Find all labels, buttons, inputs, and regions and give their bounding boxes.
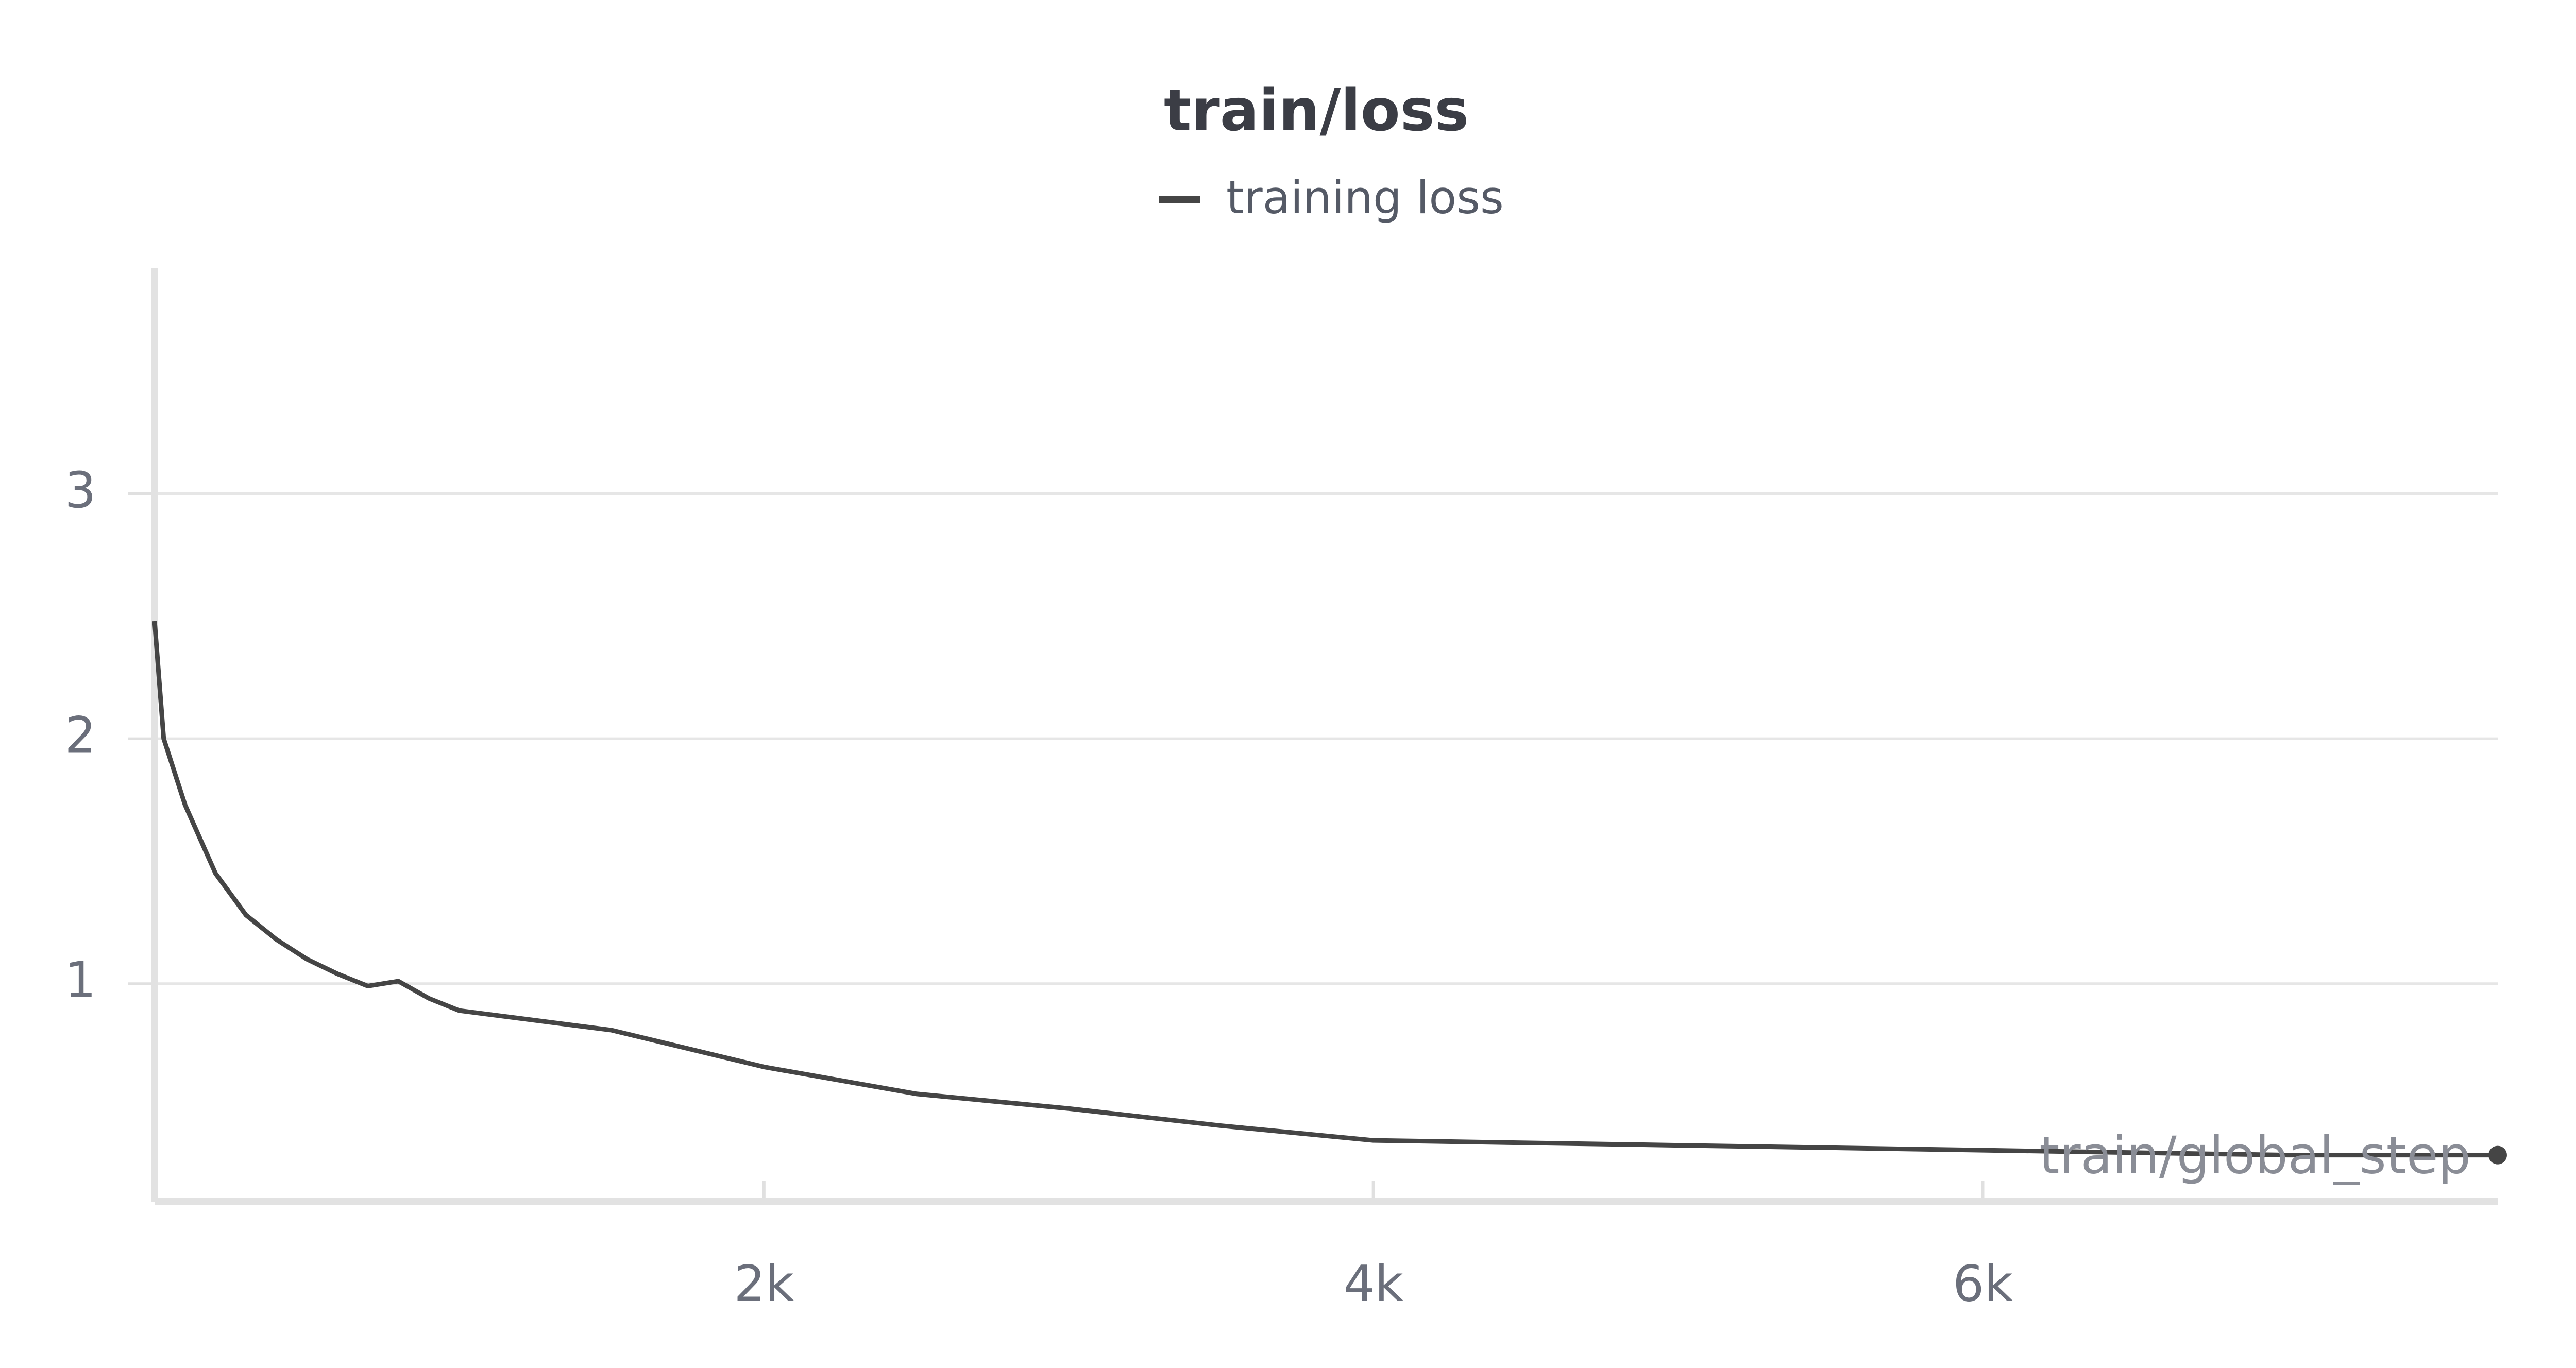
x-tick-label: 4k bbox=[1343, 1255, 1403, 1312]
y-tick-label: 3 bbox=[64, 461, 96, 519]
y-tick-label: 2 bbox=[64, 706, 96, 764]
x-axis-label: train/global_step bbox=[2039, 1125, 2471, 1185]
y-tick-label: 1 bbox=[64, 951, 96, 1009]
line bbox=[152, 621, 2498, 1158]
legend-label: training loss bbox=[1226, 171, 1504, 224]
x-tick-label: 6k bbox=[1953, 1255, 2013, 1312]
end-point bbox=[2488, 1145, 2507, 1165]
legend: training loss bbox=[1159, 171, 1504, 224]
chart-title: train/loss bbox=[1164, 77, 1469, 144]
x-tick-label: 2k bbox=[734, 1255, 794, 1312]
